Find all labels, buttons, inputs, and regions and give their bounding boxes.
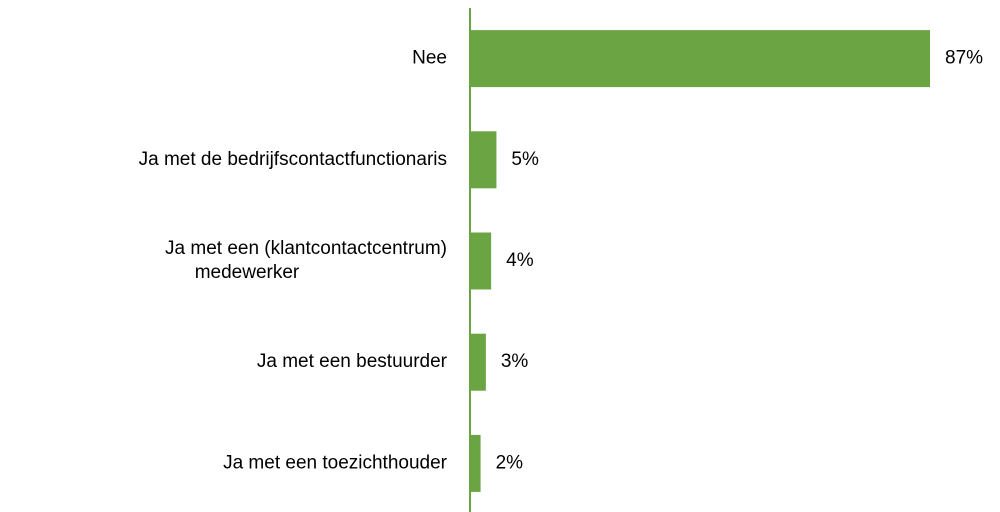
category-label: Ja met een (klantcontactcentrum) medewerk…	[165, 238, 447, 283]
category-label: Nee	[412, 48, 447, 69]
value-label: 87%	[945, 48, 983, 69]
value-label: 5%	[511, 149, 539, 170]
category-label: Ja met een toezichthouder	[223, 452, 448, 473]
bar	[470, 232, 492, 290]
bar	[470, 30, 930, 88]
bar	[470, 434, 481, 492]
bar	[470, 131, 497, 189]
bar	[470, 333, 486, 391]
category-label: Ja met de bedrijfscontactfunctionaris	[139, 149, 447, 170]
value-label: 4%	[506, 250, 534, 271]
value-label: 3%	[501, 351, 529, 372]
category-label: Ja met een bestuurder	[257, 351, 448, 372]
value-label: 2%	[496, 452, 524, 473]
